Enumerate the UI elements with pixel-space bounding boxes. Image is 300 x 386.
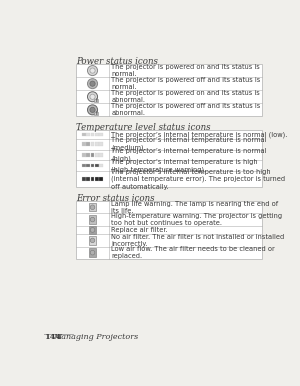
Circle shape <box>90 251 95 255</box>
Bar <box>99 153 103 157</box>
Circle shape <box>90 228 95 232</box>
Circle shape <box>90 68 95 73</box>
Text: i: i <box>95 98 97 103</box>
Bar <box>95 164 99 168</box>
Text: Replace air filter.: Replace air filter. <box>111 227 168 233</box>
Text: The projector’s internal temperature is high
(high-temperature warning).: The projector’s internal temperature is … <box>111 159 258 173</box>
Bar <box>82 164 86 168</box>
Text: The projector’s internal temperature is normal
(medium).: The projector’s internal temperature is … <box>111 137 267 151</box>
Text: High-temperature warning. The projector is getting
too hot but continues to oper: High-temperature warning. The projector … <box>111 213 282 226</box>
Bar <box>91 164 94 168</box>
Text: The projector’s internal temperature is too high
(internal temperature error). T: The projector’s internal temperature is … <box>111 169 285 190</box>
Bar <box>82 133 86 136</box>
Text: The projector is powered on and its status is
abnormal.: The projector is powered on and its stat… <box>111 90 260 103</box>
Text: Temperature level status icons: Temperature level status icons <box>76 123 211 132</box>
Circle shape <box>90 81 95 86</box>
Bar <box>91 142 94 146</box>
Bar <box>99 133 103 136</box>
Text: Managing Projectors: Managing Projectors <box>53 334 138 341</box>
Bar <box>95 178 99 181</box>
Bar <box>99 164 103 168</box>
Bar <box>89 203 96 212</box>
Bar <box>95 133 99 136</box>
Text: The projector’s internal temperature is normal (low).: The projector’s internal temperature is … <box>111 131 287 138</box>
Bar <box>99 178 103 181</box>
Text: The projector is powered on and its status is
normal.: The projector is powered on and its stat… <box>111 64 260 77</box>
Bar <box>99 142 103 146</box>
Text: i: i <box>95 111 97 116</box>
Bar <box>89 249 96 257</box>
Text: Lamp life warning. The lamp is nearing the end of
its life.: Lamp life warning. The lamp is nearing t… <box>111 201 278 214</box>
Text: The projector’s internal temperature is normal
(high).: The projector’s internal temperature is … <box>111 148 267 162</box>
Bar <box>94 99 98 102</box>
Bar <box>95 153 99 157</box>
Text: Power status icons: Power status icons <box>76 57 158 66</box>
Bar <box>95 142 99 146</box>
Bar <box>89 236 96 245</box>
Bar <box>86 153 90 157</box>
Circle shape <box>88 79 98 89</box>
Circle shape <box>88 66 98 76</box>
Bar <box>91 153 94 157</box>
Bar <box>76 130 262 187</box>
Bar <box>89 226 96 234</box>
Circle shape <box>88 92 98 102</box>
Circle shape <box>90 94 95 99</box>
Circle shape <box>90 238 95 243</box>
Bar <box>91 178 94 181</box>
Bar <box>82 178 86 181</box>
Bar <box>82 142 86 146</box>
Bar <box>76 201 262 259</box>
Bar <box>86 133 90 136</box>
Circle shape <box>90 217 95 222</box>
Circle shape <box>88 105 98 115</box>
Circle shape <box>90 107 95 112</box>
Bar <box>86 164 90 168</box>
Bar <box>94 112 98 115</box>
Text: No air filter. The air filter is not installed or installed
incorrectly.: No air filter. The air filter is not ins… <box>111 234 284 247</box>
Bar <box>89 215 96 224</box>
Text: Error status icons: Error status icons <box>76 194 155 203</box>
Text: The projector is powered off and its status is
abnormal.: The projector is powered off and its sta… <box>111 103 260 117</box>
Text: 144: 144 <box>44 334 62 341</box>
Circle shape <box>90 205 95 210</box>
Bar <box>86 178 90 181</box>
Bar <box>91 133 94 136</box>
Bar <box>82 153 86 157</box>
Bar <box>76 64 262 117</box>
Text: The projector is powered off and its status is
normal.: The projector is powered off and its sta… <box>111 77 260 90</box>
Text: Low air flow. The air filter needs to be cleaned or
replaced.: Low air flow. The air filter needs to be… <box>111 246 275 259</box>
Bar <box>86 142 90 146</box>
